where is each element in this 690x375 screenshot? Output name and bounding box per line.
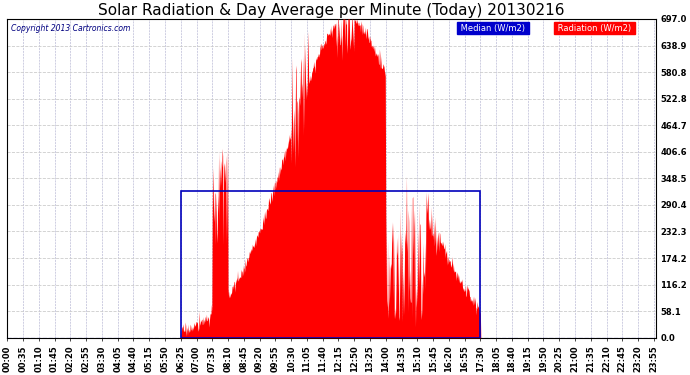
Title: Solar Radiation & Day Average per Minute (Today) 20130216: Solar Radiation & Day Average per Minute… xyxy=(98,3,564,18)
Text: Median (W/m2): Median (W/m2) xyxy=(458,24,527,33)
Text: Radiation (W/m2): Radiation (W/m2) xyxy=(555,24,634,33)
Bar xyxy=(181,191,480,338)
Text: Copyright 2013 Cartronics.com: Copyright 2013 Cartronics.com xyxy=(10,24,130,33)
